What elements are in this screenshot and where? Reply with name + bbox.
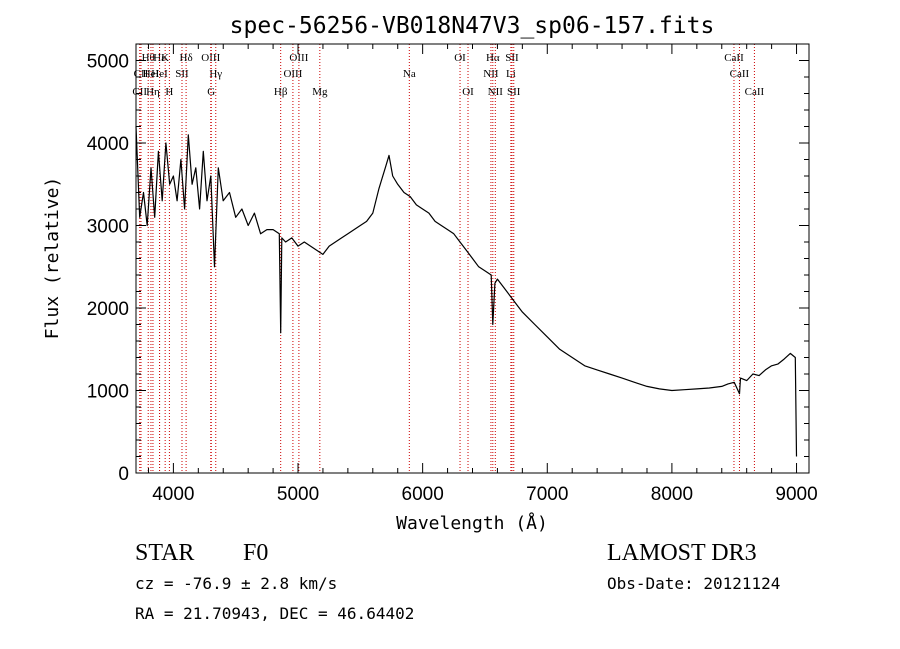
x-axis-label: Wavelength (Å) bbox=[396, 512, 548, 534]
spectrum-series bbox=[135, 126, 798, 457]
line-marker-label-19: OI bbox=[454, 52, 466, 64]
x-axis-ticks: 4000 5000 6000 7000 8000 9000 bbox=[147, 44, 818, 505]
line-marker-label-4: Hη bbox=[146, 86, 160, 98]
line-marker-label-18: Na bbox=[403, 68, 416, 80]
y-axis-ticks: 0 1000 2000 3000 4000 5000 bbox=[87, 52, 809, 485]
line-marker-label-12: Hγ bbox=[209, 68, 222, 80]
object-subclass: F0 bbox=[243, 540, 269, 566]
y-tick-label-1000: 1000 bbox=[87, 382, 129, 403]
line-marker-label-6: HeI bbox=[151, 68, 168, 80]
redshift-text: cz = -76.9 ± 2.8 km/s bbox=[135, 574, 338, 593]
obs-date: Obs-Date: 20121124 bbox=[607, 574, 781, 593]
spectrum-line bbox=[135, 126, 798, 457]
line-marker-label-26: SII bbox=[507, 86, 521, 98]
line-marker-label-28: CaII bbox=[730, 68, 750, 80]
x-tick-label-9000: 9000 bbox=[775, 484, 817, 505]
object-class: STAR bbox=[135, 540, 195, 566]
x-tick-label-5000: 5000 bbox=[277, 484, 319, 505]
line-marker-label-9: SII bbox=[175, 68, 189, 80]
line-marker-label-5: Hε bbox=[153, 52, 166, 64]
line-marker-label-27: CaII bbox=[724, 52, 744, 64]
line-marker-label-8: H bbox=[165, 86, 173, 98]
chart-title: spec-56256-VB018N47V3_sp06-157.fits bbox=[230, 13, 715, 39]
x-tick-label-8000: 8000 bbox=[651, 484, 693, 505]
line-marker-label-25: Li bbox=[506, 68, 516, 80]
y-tick-label-4000: 4000 bbox=[87, 134, 129, 155]
line-marker-label-29: CaII bbox=[745, 86, 765, 98]
line-marker-label-24: SII bbox=[505, 52, 519, 64]
line-marker-label-21: Hα bbox=[486, 52, 500, 64]
line-marker-label-15: OIII bbox=[283, 68, 302, 80]
y-tick-label-5000: 5000 bbox=[87, 52, 129, 73]
y-tick-label-0: 0 bbox=[118, 464, 129, 485]
line-marker-label-14: Hβ bbox=[274, 86, 288, 98]
x-tick-label-7000: 7000 bbox=[526, 484, 568, 505]
survey-name: LAMOST DR3 bbox=[607, 540, 757, 566]
line-marker-label-20: OI bbox=[462, 86, 474, 98]
x-tick-label-4000: 4000 bbox=[152, 484, 194, 505]
line-marker-label-13: G bbox=[207, 86, 215, 98]
line-marker-label-7: K bbox=[161, 52, 169, 64]
y-axis-label: Flux (relative) bbox=[42, 177, 63, 340]
x-tick-label-6000: 6000 bbox=[402, 484, 444, 505]
line-marker-label-3: HeI bbox=[143, 68, 160, 80]
line-marker-label-16: OIII bbox=[289, 52, 308, 64]
coordinates: RA = 21.70943, DEC = 46.64402 bbox=[135, 604, 415, 623]
y-tick-label-2000: 2000 bbox=[87, 299, 129, 320]
line-marker-label-11: OIII bbox=[201, 52, 220, 64]
line-marker-label-23: NII bbox=[488, 86, 504, 98]
line-marker-label-10: Hδ bbox=[180, 52, 193, 64]
line-marker-label-22: NII bbox=[483, 68, 499, 80]
y-tick-label-3000: 3000 bbox=[87, 217, 129, 238]
line-marker-label-17: Mg bbox=[312, 86, 328, 98]
